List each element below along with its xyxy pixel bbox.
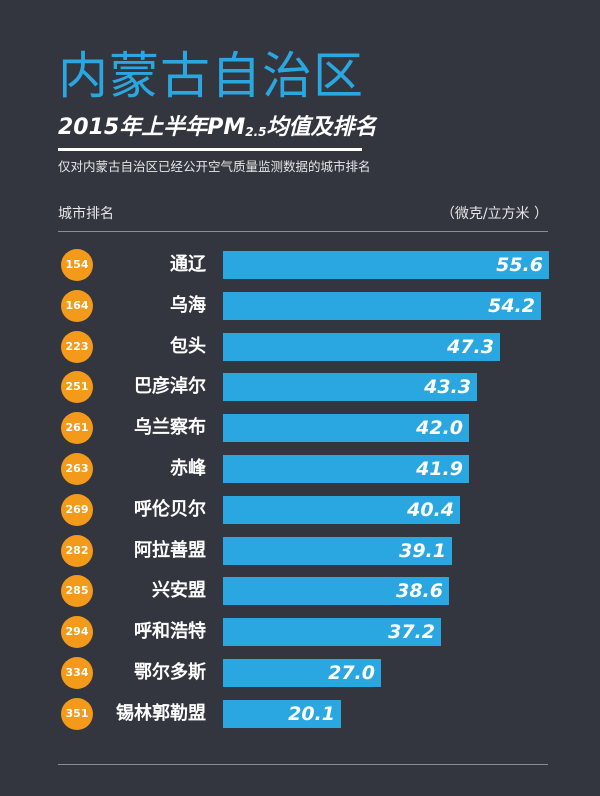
city-label: 赤峰 — [170, 458, 206, 479]
bar — [223, 659, 381, 687]
bar-value-label: 41.9 — [416, 458, 463, 480]
bar-value-label: 37.2 — [388, 621, 435, 643]
bar — [223, 496, 460, 524]
column-header-unit: （微克/立方米 ） — [440, 206, 548, 222]
bar-value-label: 55.6 — [496, 254, 543, 276]
rank-badge: 223 — [61, 331, 93, 363]
rank-badge: 285 — [61, 575, 93, 607]
rank-badge: 294 — [61, 616, 93, 648]
city-label: 通辽 — [170, 254, 206, 275]
city-label: 乌海 — [170, 295, 206, 316]
chart-subtitle: 2015年上半年PM2.5均值及排名 — [58, 114, 377, 146]
column-header-rank: 城市排名 — [58, 206, 114, 222]
bar-value-label: 43.3 — [424, 376, 471, 398]
subtitle-main: 2015年上半年PM — [58, 115, 246, 140]
rank-badge: 154 — [61, 249, 93, 281]
bar — [223, 455, 469, 483]
bar-value-label: 39.1 — [399, 540, 446, 562]
bar-value-label: 27.0 — [328, 662, 375, 684]
rank-badge: 334 — [61, 657, 93, 689]
chart-note: 仅对内蒙古自治区已经公开空气质量监测数据的城市排名 — [58, 159, 371, 174]
bar-value-label: 40.4 — [407, 499, 454, 521]
rank-badge: 282 — [61, 535, 93, 567]
bar — [223, 577, 449, 605]
bar — [223, 700, 341, 728]
bar-value-label: 38.6 — [396, 580, 443, 602]
city-label: 包头 — [170, 336, 206, 357]
bar — [223, 292, 541, 320]
bar — [223, 333, 500, 361]
city-label: 阿拉善盟 — [134, 540, 206, 561]
page-title: 内蒙古自治区 — [58, 47, 364, 105]
subtitle-tail: 均值及排名 — [266, 115, 377, 140]
city-label: 鄂尔多斯 — [134, 662, 206, 683]
bar-value-label: 20.1 — [288, 703, 335, 725]
city-label: 呼伦贝尔 — [134, 499, 206, 520]
rank-badge: 164 — [61, 290, 93, 322]
rank-badge: 261 — [61, 412, 93, 444]
title-underline — [58, 148, 362, 151]
rank-badge: 269 — [61, 494, 93, 526]
bar-value-label: 54.2 — [488, 295, 535, 317]
bar — [223, 414, 469, 442]
bar — [223, 618, 441, 646]
bar-value-label: 42.0 — [416, 417, 463, 439]
city-label: 锡林郭勒盟 — [116, 703, 206, 724]
bar — [223, 373, 477, 401]
city-label: 呼和浩特 — [134, 621, 206, 642]
footer-divider — [58, 764, 548, 765]
bar-value-label: 47.3 — [447, 336, 494, 358]
city-label: 兴安盟 — [152, 580, 206, 601]
bar — [223, 537, 452, 565]
rank-badge: 263 — [61, 453, 93, 485]
rank-badge: 251 — [61, 371, 93, 403]
rank-badge: 351 — [61, 698, 93, 730]
subtitle-subscript: 2.5 — [245, 125, 267, 139]
header-divider — [58, 231, 548, 232]
city-label: 乌兰察布 — [134, 417, 206, 438]
bar — [223, 251, 549, 279]
city-label: 巴彦淖尔 — [134, 376, 206, 397]
